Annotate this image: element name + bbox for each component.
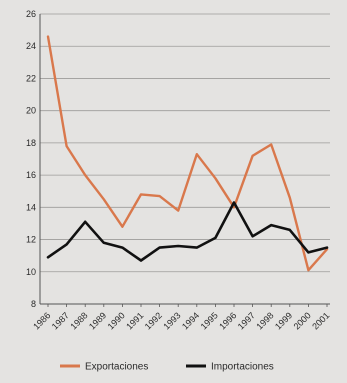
series-line-importaciones bbox=[46, 201, 329, 262]
y-tick-label-10: 10 bbox=[26, 267, 36, 277]
y-tick-label-16: 16 bbox=[26, 170, 36, 180]
y-tick-labels: 8 10 12 14 16 18 20 22 24 26 bbox=[26, 9, 36, 309]
gridlines bbox=[40, 13, 330, 273]
y-tick-label-12: 12 bbox=[26, 235, 36, 245]
x-tick-label-1996: 1996 bbox=[217, 310, 238, 331]
x-tick-label-1999: 1999 bbox=[273, 310, 294, 331]
axes bbox=[39, 14, 330, 305]
y-tick-label-18: 18 bbox=[26, 138, 36, 148]
x-tick-label-1986: 1986 bbox=[31, 310, 52, 331]
y-tick-label-22: 22 bbox=[26, 73, 36, 83]
legend-label-exportaciones: Exportaciones bbox=[85, 362, 148, 373]
legend-label-importaciones: Importaciones bbox=[211, 362, 274, 373]
y-tick-label-24: 24 bbox=[26, 41, 36, 51]
x-tick-label-2001: 2001 bbox=[310, 310, 331, 331]
series-line-exportaciones bbox=[46, 35, 329, 272]
x-tick-label-1995: 1995 bbox=[199, 310, 220, 331]
x-tick-label-1993: 1993 bbox=[161, 310, 182, 331]
series-lines bbox=[46, 35, 329, 272]
x-tick-label-1997: 1997 bbox=[236, 310, 257, 331]
x-tick-label-1994: 1994 bbox=[180, 310, 201, 331]
x-tick-label-2000: 2000 bbox=[292, 310, 313, 331]
y-tick-label-8: 8 bbox=[31, 299, 36, 309]
y-tick-label-20: 20 bbox=[26, 106, 36, 116]
x-tick-label-1991: 1991 bbox=[124, 310, 145, 331]
y-tick-label-14: 14 bbox=[26, 202, 36, 212]
legend: Exportaciones Importaciones bbox=[60, 362, 274, 373]
x-tick-label-1992: 1992 bbox=[143, 310, 164, 331]
x-tick-label-1988: 1988 bbox=[68, 310, 89, 331]
x-tick-label-1989: 1989 bbox=[87, 310, 108, 331]
x-tick-label-1990: 1990 bbox=[106, 310, 127, 331]
x-tick-label-1987: 1987 bbox=[50, 310, 71, 331]
x-tick-label-1998: 1998 bbox=[254, 310, 275, 331]
y-tick-label-26: 26 bbox=[26, 9, 36, 19]
x-tick-labels: 1986198719881989199019911992199319941995… bbox=[31, 304, 331, 332]
